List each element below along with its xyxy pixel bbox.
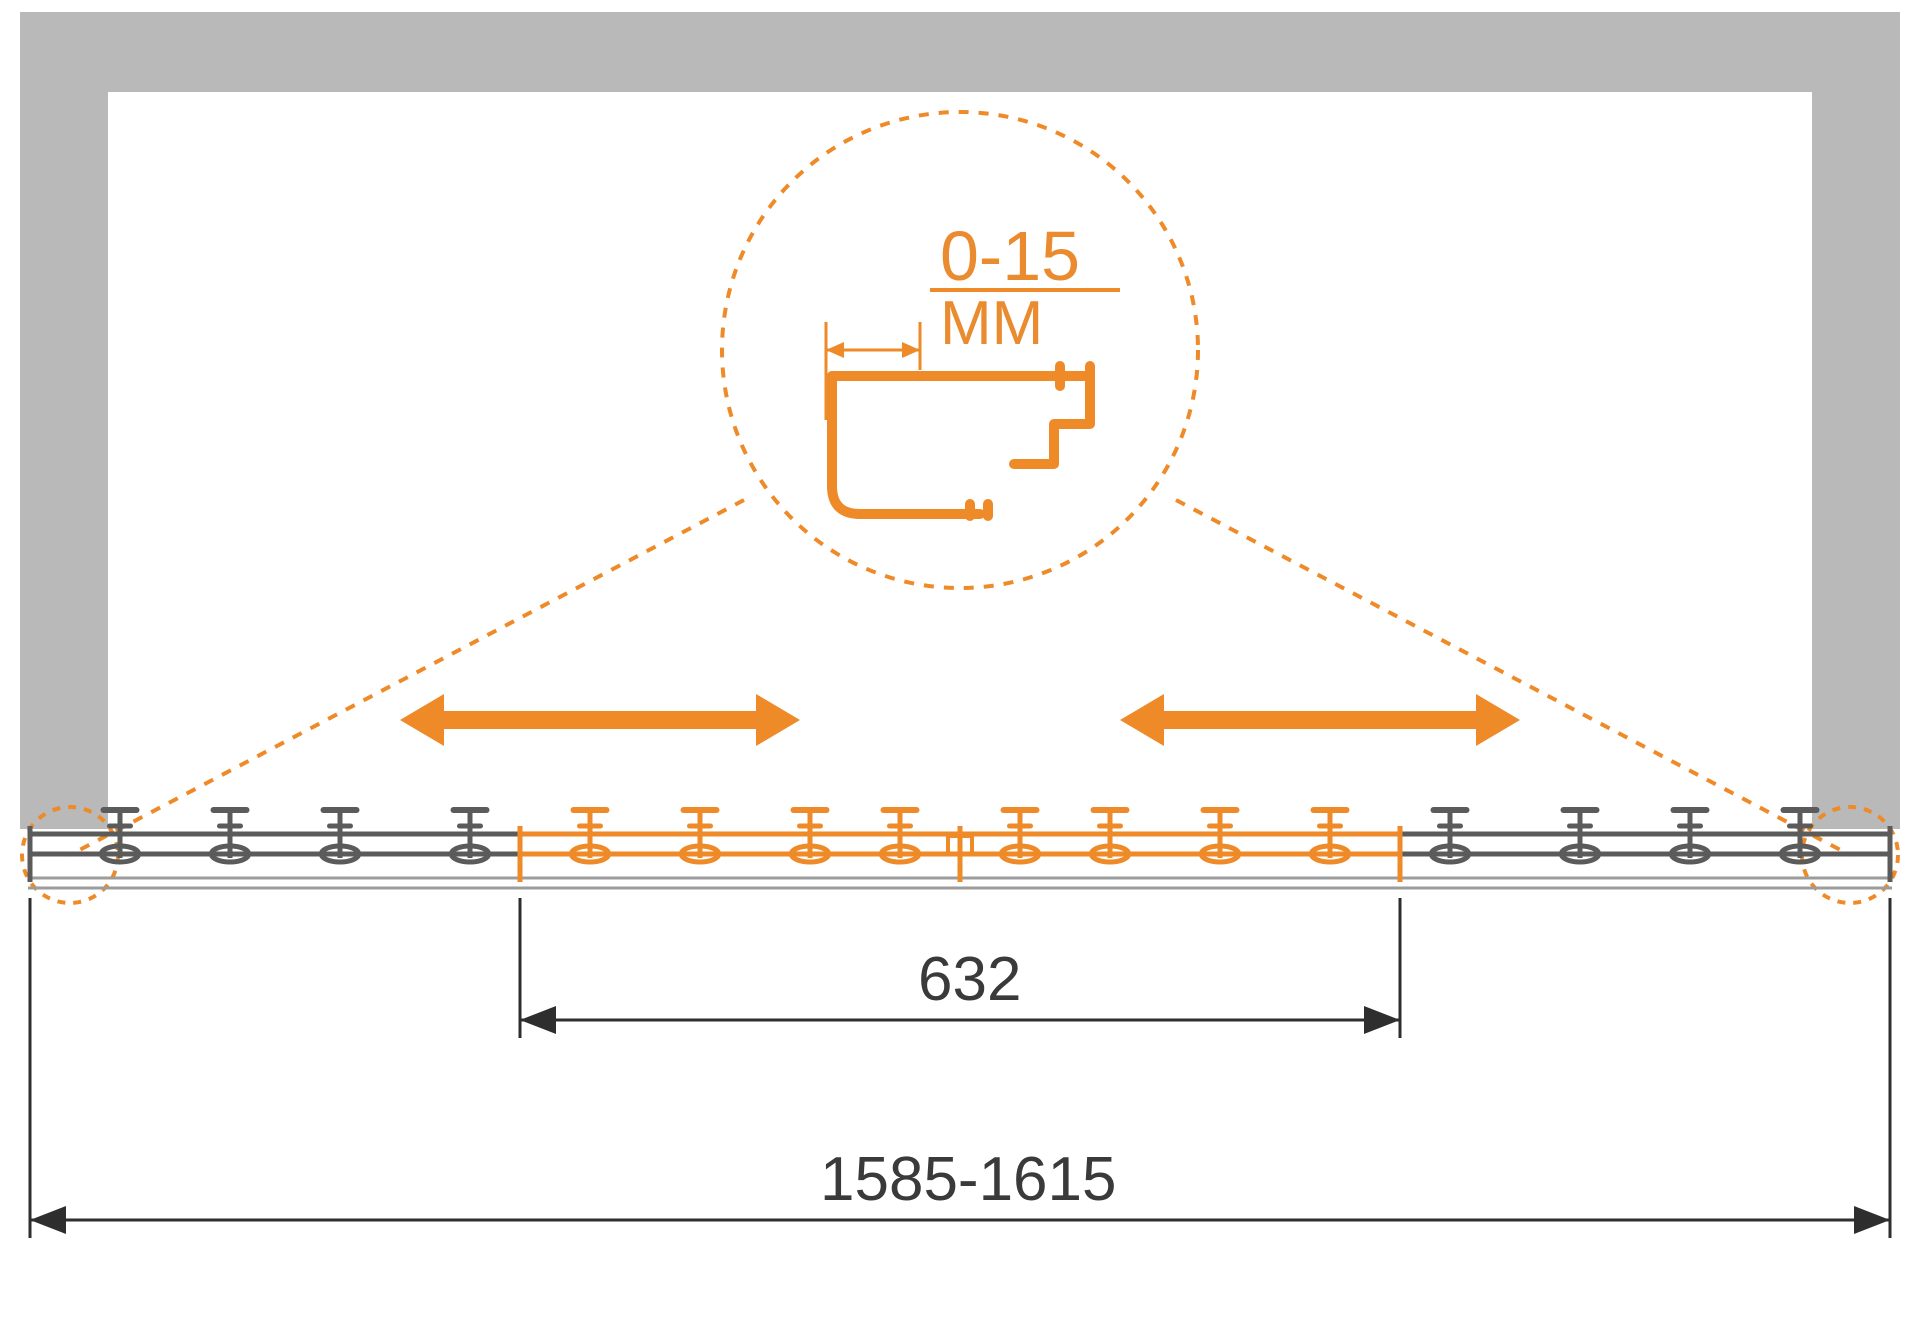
callout-leader-right: [1176, 500, 1850, 855]
diagram-svg: 0-15 MM 632 1585-1615: [0, 0, 1920, 1321]
callout-unit-label: MM: [940, 289, 1043, 358]
callout-profile-section: [832, 366, 1090, 516]
callout-range-value: 0-15: [940, 217, 1080, 295]
wall-outline: [20, 12, 1900, 829]
dimension-outer-value: 1585-1615: [820, 1145, 1117, 1214]
dimension-inner-value: 632: [918, 945, 1021, 1014]
rail-assembly-top-view: [28, 810, 1892, 888]
direction-arrows: [400, 694, 1520, 746]
callout-leader-left: [70, 500, 744, 855]
